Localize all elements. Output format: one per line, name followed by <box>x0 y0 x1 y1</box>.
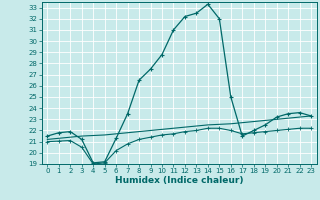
X-axis label: Humidex (Indice chaleur): Humidex (Indice chaleur) <box>115 176 244 185</box>
